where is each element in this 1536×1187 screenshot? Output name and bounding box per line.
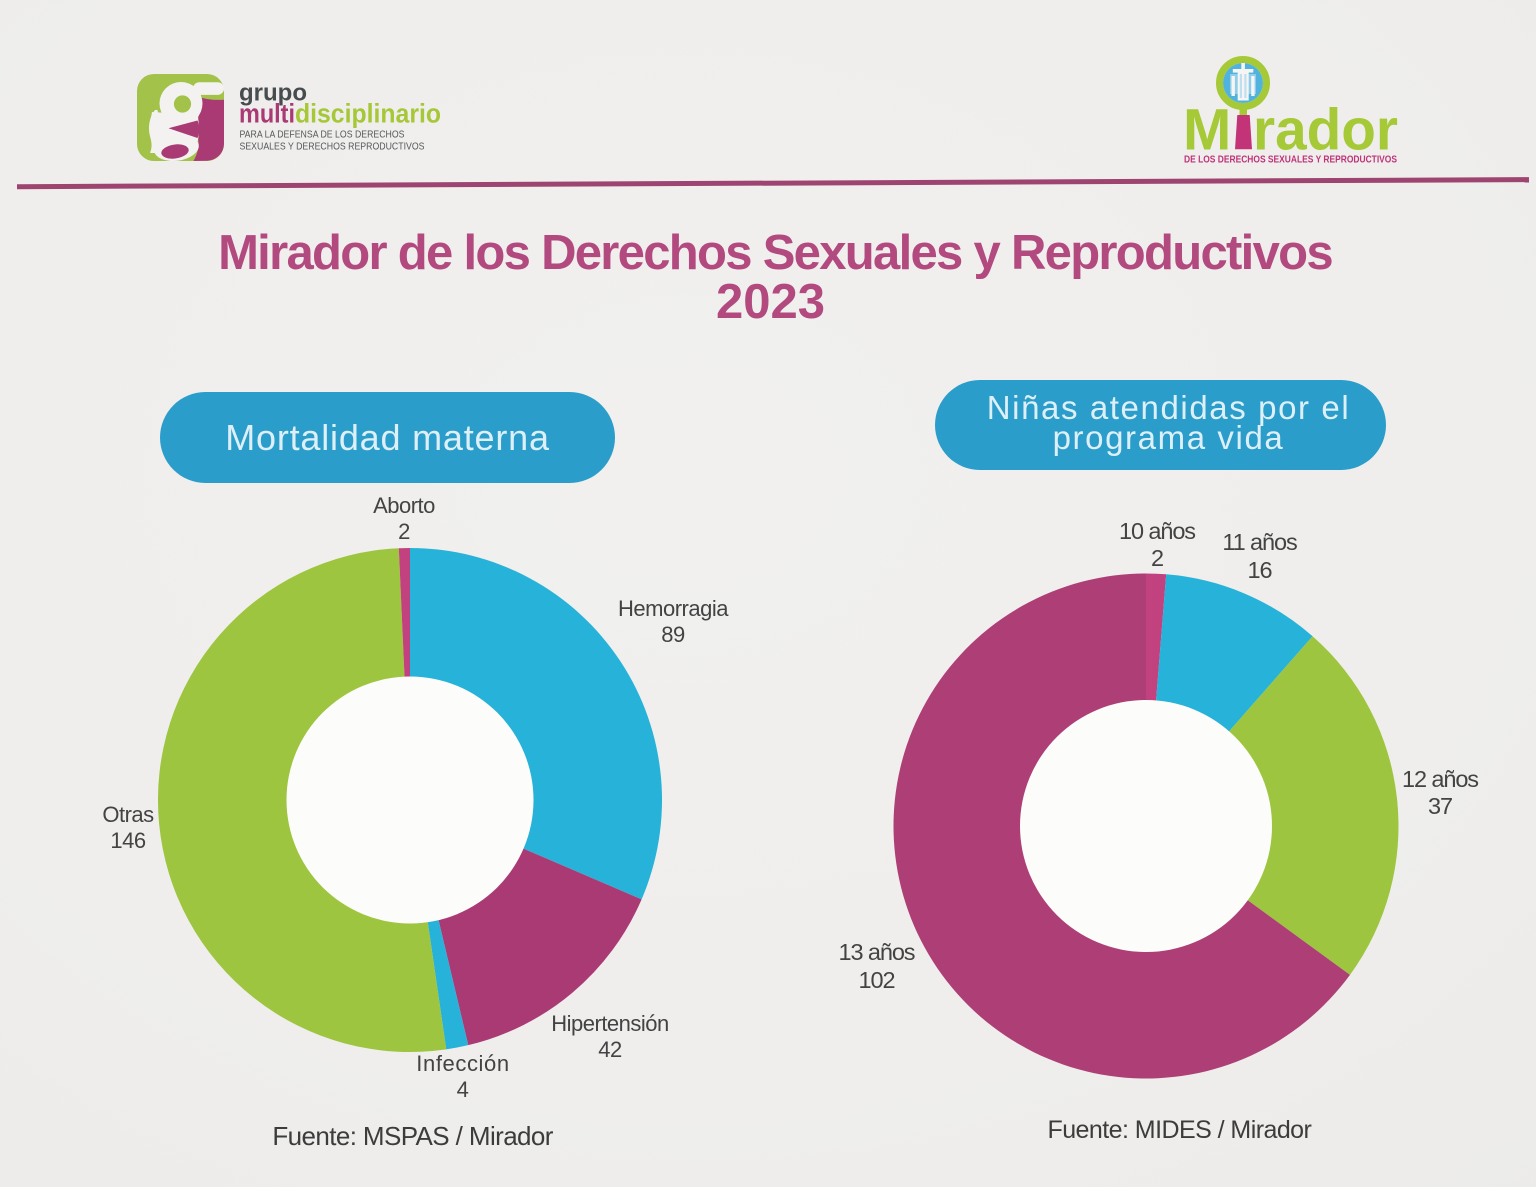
svg-text:grupo: grupo <box>239 80 307 107</box>
svg-text:PARA LA DEFENSA DE LOS DERECHO: PARA LA DEFENSA DE LOS DERECHOS <box>240 129 405 141</box>
svg-text:rador: rador <box>1253 97 1398 162</box>
svg-text:M: M <box>1183 97 1231 162</box>
svg-text:multidisciplinario: multidisciplinario <box>239 99 441 129</box>
svg-text:DE LOS DERECHOS SEXUALES Y REP: DE LOS DERECHOS SEXUALES Y REPRODUCTIVOS <box>1184 154 1397 166</box>
svg-text:SEXUALES Y DERECHOS REPRODUCTI: SEXUALES Y DERECHOS REPRODUCTIVOS <box>240 141 425 153</box>
